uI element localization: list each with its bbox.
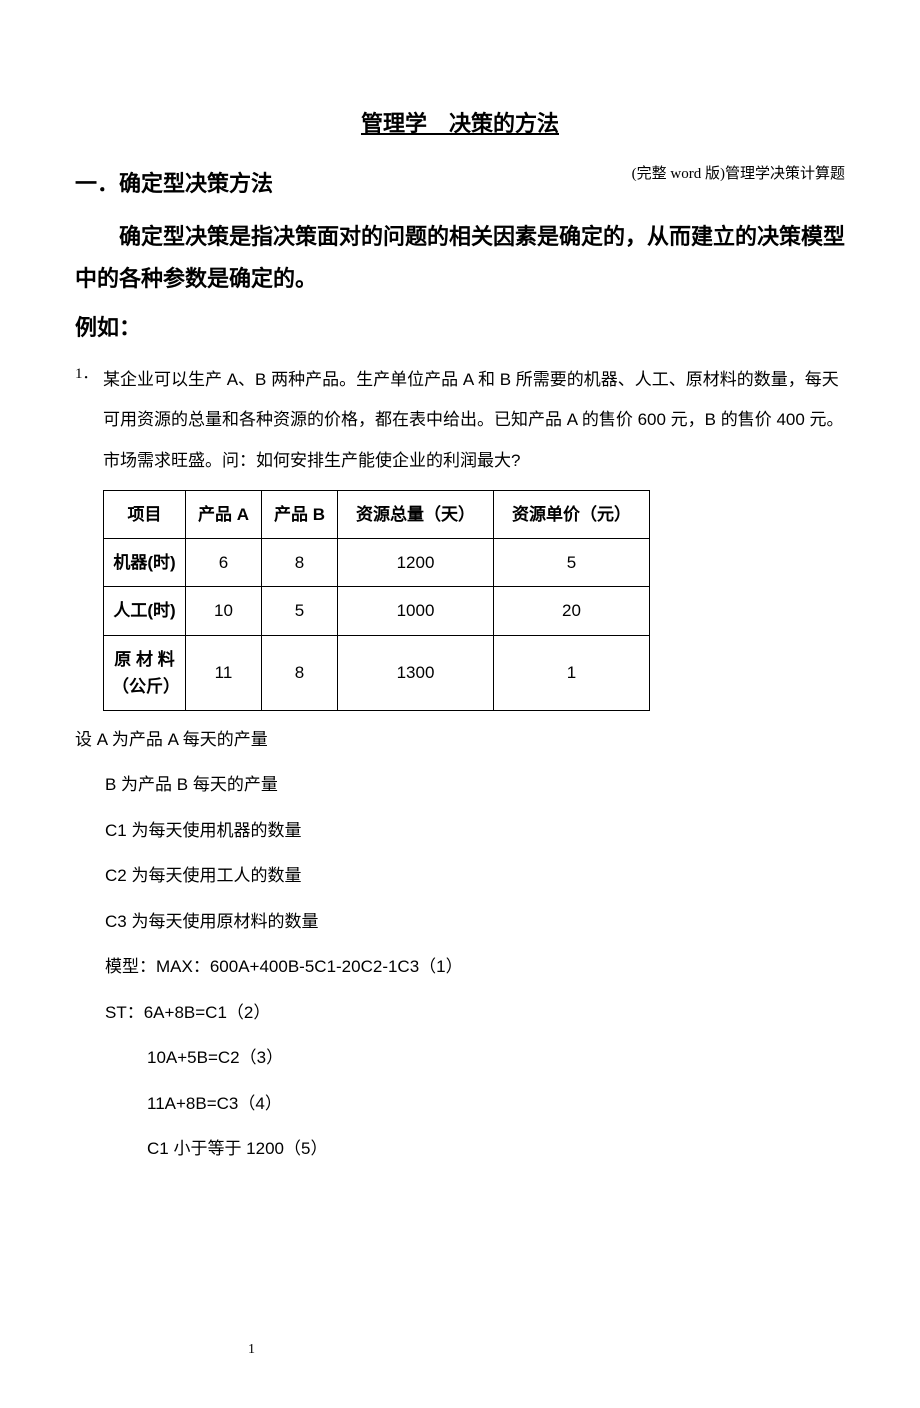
table-cell: 10	[186, 587, 262, 635]
intro-paragraph: 确定型决策是指决策面对的问题的相关因素是确定的，从而建立的决策模型中的各种参数是…	[75, 216, 845, 300]
solution-line: C3 为每天使用原材料的数量	[105, 909, 845, 935]
example-label: 例如：	[75, 310, 845, 342]
solution-block: 设 A 为产品 A 每天的产量 B 为产品 B 每天的产量 C1 为每天使用机器的数…	[75, 727, 845, 1162]
main-content: 一．确定型决策方法 确定型决策是指决策面对的问题的相关因素是确定的，从而建立的决…	[0, 166, 920, 1162]
table-cell: 6	[186, 539, 262, 587]
table-cell: 1200	[338, 539, 494, 587]
table-cell: 8	[262, 539, 338, 587]
table-cell: 5	[262, 587, 338, 635]
problem-number: 1．	[75, 360, 103, 482]
solution-line: C1 为每天使用机器的数量	[105, 818, 845, 844]
table-cell: 1300	[338, 635, 494, 710]
table-header-cell: 产品 A	[186, 490, 262, 538]
table-header-row: 项目 产品 A 产品 B 资源总量（天） 资源单价（元）	[104, 490, 650, 538]
table-header-cell: 资源单价（元）	[494, 490, 650, 538]
page-number: 1	[248, 1342, 255, 1358]
solution-line: 11A+8B=C3（4）	[147, 1091, 845, 1117]
table-row: 机器(时) 6 8 1200 5	[104, 539, 650, 587]
table-row: 原 材 料（公斤） 11 8 1300 1	[104, 635, 650, 710]
table-cell-label: 原 材 料（公斤）	[104, 635, 186, 710]
table-cell: 5	[494, 539, 650, 587]
solution-line: ST：6A+8B=C1（2）	[105, 1000, 845, 1026]
problem-text: 某企业可以生产 A、B 两种产品。生产单位产品 A 和 B 所需要的机器、人工、…	[103, 360, 845, 482]
table-cell-label: 人工(时)	[104, 587, 186, 635]
solution-line: 设 A 为产品 A 每天的产量	[75, 727, 845, 753]
table-header-cell: 资源总量（天）	[338, 490, 494, 538]
table-cell: 1000	[338, 587, 494, 635]
solution-line: 模型：MAX：600A+400B-5C1-20C2-1C3（1）	[105, 954, 845, 980]
table-cell: 20	[494, 587, 650, 635]
table-row: 人工(时) 10 5 1000 20	[104, 587, 650, 635]
table-cell: 8	[262, 635, 338, 710]
resource-table: 项目 产品 A 产品 B 资源总量（天） 资源单价（元） 机器(时) 6 8 1…	[103, 490, 650, 711]
table-cell: 1	[494, 635, 650, 710]
page-title: 管理学 决策的方法	[0, 106, 920, 138]
header-right-text: (完整 word 版)管理学决策计算题	[632, 162, 845, 183]
solution-line: C1 小于等于 1200（5）	[147, 1136, 845, 1162]
solution-line: C2 为每天使用工人的数量	[105, 863, 845, 889]
solution-line: B 为产品 B 每天的产量	[105, 772, 845, 798]
table-cell: 11	[186, 635, 262, 710]
table-header-cell: 项目	[104, 490, 186, 538]
problem-block: 1． 某企业可以生产 A、B 两种产品。生产单位产品 A 和 B 所需要的机器、…	[75, 360, 845, 482]
table-cell-label: 机器(时)	[104, 539, 186, 587]
table-header-cell: 产品 B	[262, 490, 338, 538]
solution-line: 10A+5B=C2（3）	[147, 1045, 845, 1071]
